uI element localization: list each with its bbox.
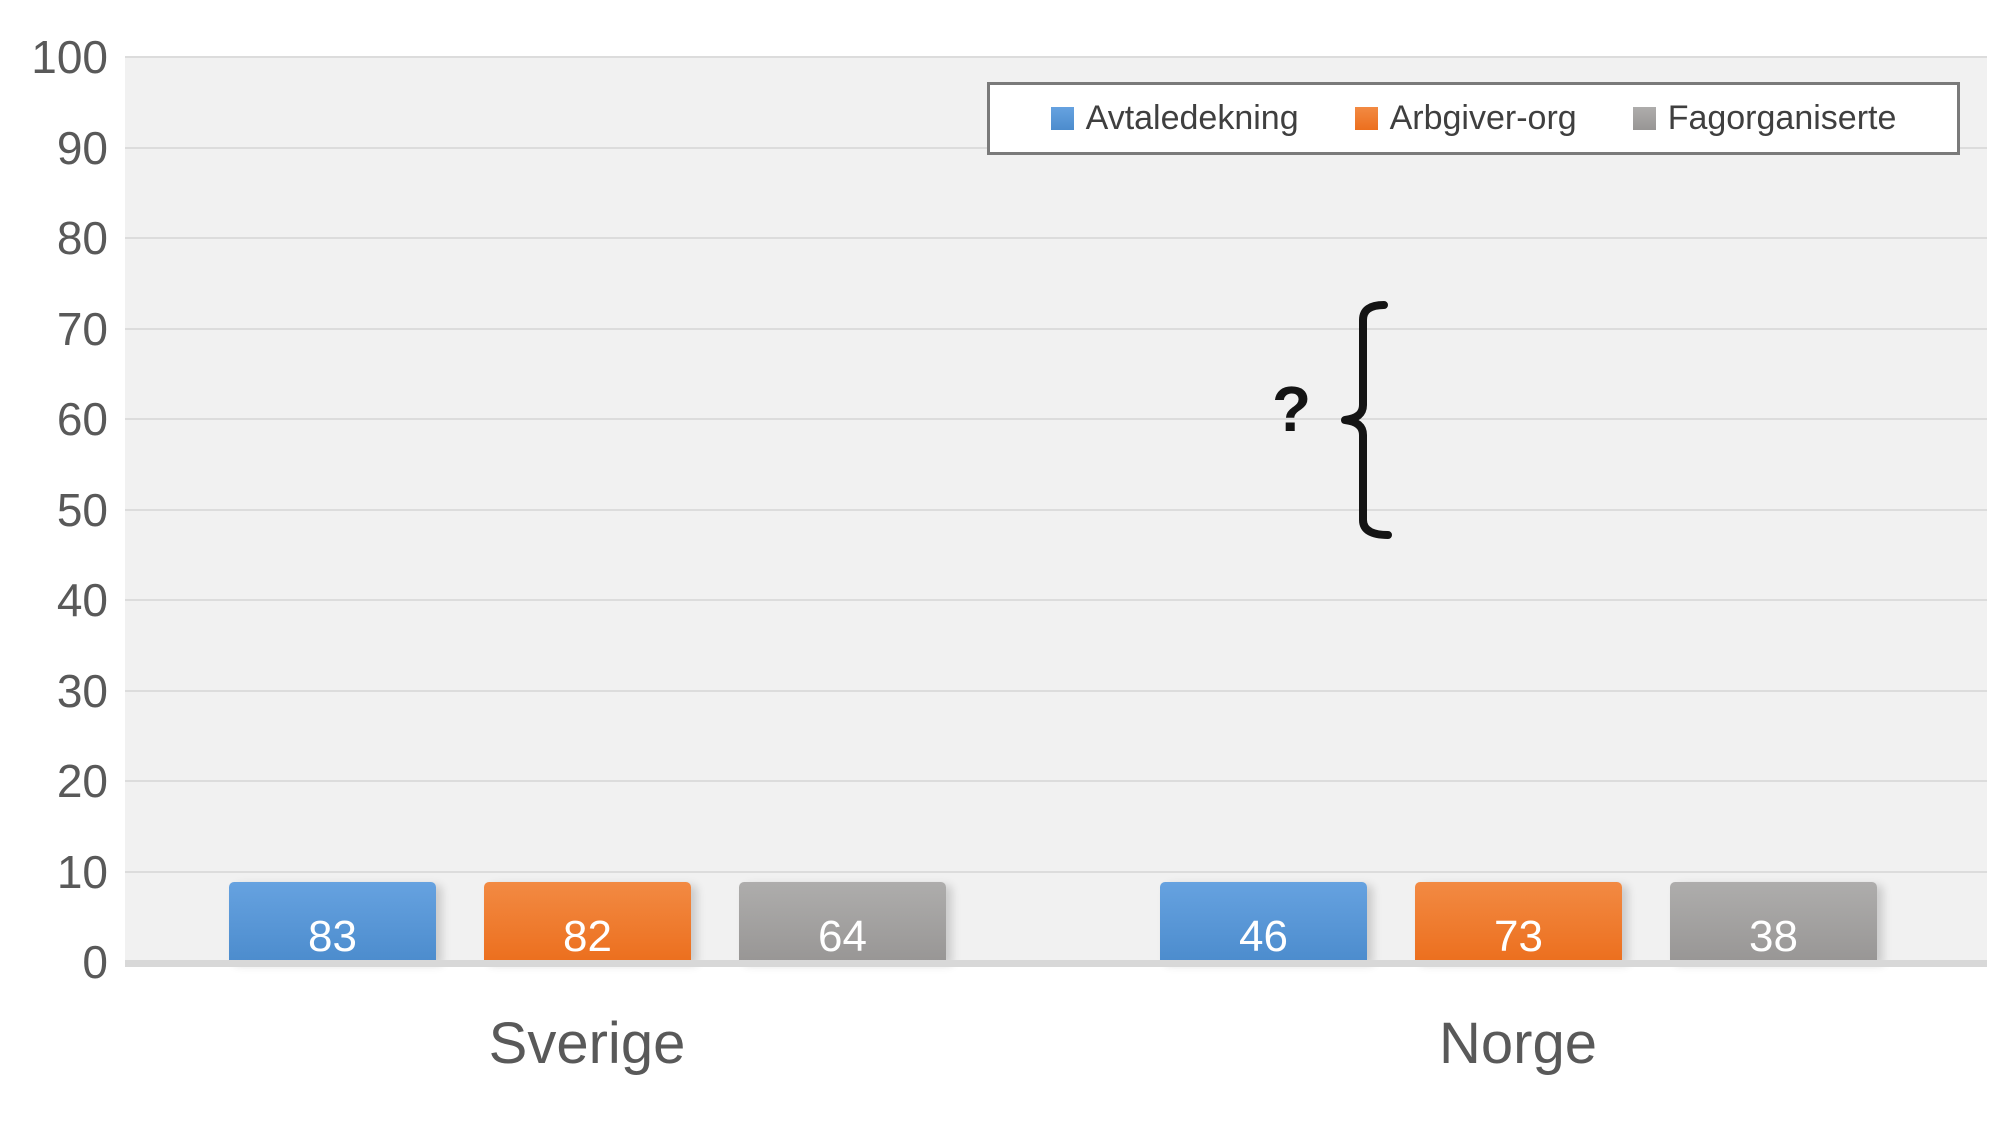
bar-value-label: 73 <box>1494 912 1543 961</box>
gridline-100 <box>125 56 1987 58</box>
plot-area: 83 82 64 46 73 38 <box>125 56 1987 962</box>
y-tick-label-80: 80 <box>56 212 108 264</box>
legend-label: Avtaledekning <box>1085 99 1299 137</box>
bar-value-label: 82 <box>563 912 612 961</box>
legend-swatch-arbgiver-org-icon <box>1354 107 1378 130</box>
gridline-70 <box>125 327 1987 330</box>
legend-item-arbgiver-org: Arbgiver-org <box>1354 99 1577 138</box>
bar-group-norge: 46 73 38 <box>1160 882 1877 962</box>
y-tick-label-40: 40 <box>56 574 108 626</box>
y-tick-label-60: 60 <box>56 393 108 445</box>
y-axis: 100 90 80 70 60 50 40 30 20 10 0 <box>0 31 108 988</box>
legend: Avtaledekning Arbgiver-org Fagorganiserte <box>987 82 1960 155</box>
gridline-50 <box>125 508 1987 511</box>
y-tick-label-10: 10 <box>56 845 108 898</box>
gridline-80 <box>125 237 1987 239</box>
legend-item-fagorganiserte: Fagorganiserte <box>1632 99 1897 138</box>
question-mark-annotation: ? <box>1272 373 1312 445</box>
legend-swatch-avtaledekning-icon <box>1050 107 1074 130</box>
y-tick-label-20: 20 <box>56 755 108 807</box>
y-tick-label-90: 90 <box>56 121 108 174</box>
y-tick-label-100: 100 <box>31 31 108 83</box>
legend-swatch-fagorganiserte-icon <box>1632 107 1656 130</box>
gridline-10 <box>125 870 1987 873</box>
category-label-norge: Norge <box>1439 1011 1597 1076</box>
y-tick-label-0: 0 <box>82 936 108 988</box>
legend-label: Arbgiver-org <box>1389 99 1577 137</box>
bar-norge-arbgiver-org: 73 <box>1415 882 1622 962</box>
gridline-20 <box>125 780 1987 782</box>
curly-brace-annotation <box>1341 301 1392 539</box>
category-label-sverige: Sverige <box>488 1011 686 1076</box>
y-tick-label-30: 30 <box>56 664 108 717</box>
bar-norge-fagorganiserte: 38 <box>1670 882 1877 962</box>
y-tick-label-50: 50 <box>56 483 108 536</box>
gridline-30 <box>125 689 1987 692</box>
y-tick-label-70: 70 <box>56 302 108 355</box>
legend-label: Fagorganiserte <box>1667 99 1897 137</box>
bar-value-label: 83 <box>308 912 357 961</box>
bar-value-label: 46 <box>1239 912 1288 961</box>
gridline-60 <box>125 418 1987 420</box>
gridline-40 <box>125 599 1987 601</box>
legend-item-avtaledekning: Avtaledekning <box>1050 99 1299 138</box>
bar-sverige-fagorganiserte: 64 <box>739 882 946 962</box>
bar-norge-avtaledekning: 46 <box>1160 882 1367 962</box>
bar-sverige-avtaledekning: 83 <box>229 882 436 962</box>
x-axis-line <box>125 960 1987 967</box>
bar-group-sverige: 83 82 64 <box>229 882 946 962</box>
bar-sverige-arbgiver-org: 82 <box>484 882 691 962</box>
bar-value-label: 38 <box>1749 912 1798 961</box>
bar-value-label: 64 <box>818 912 867 961</box>
